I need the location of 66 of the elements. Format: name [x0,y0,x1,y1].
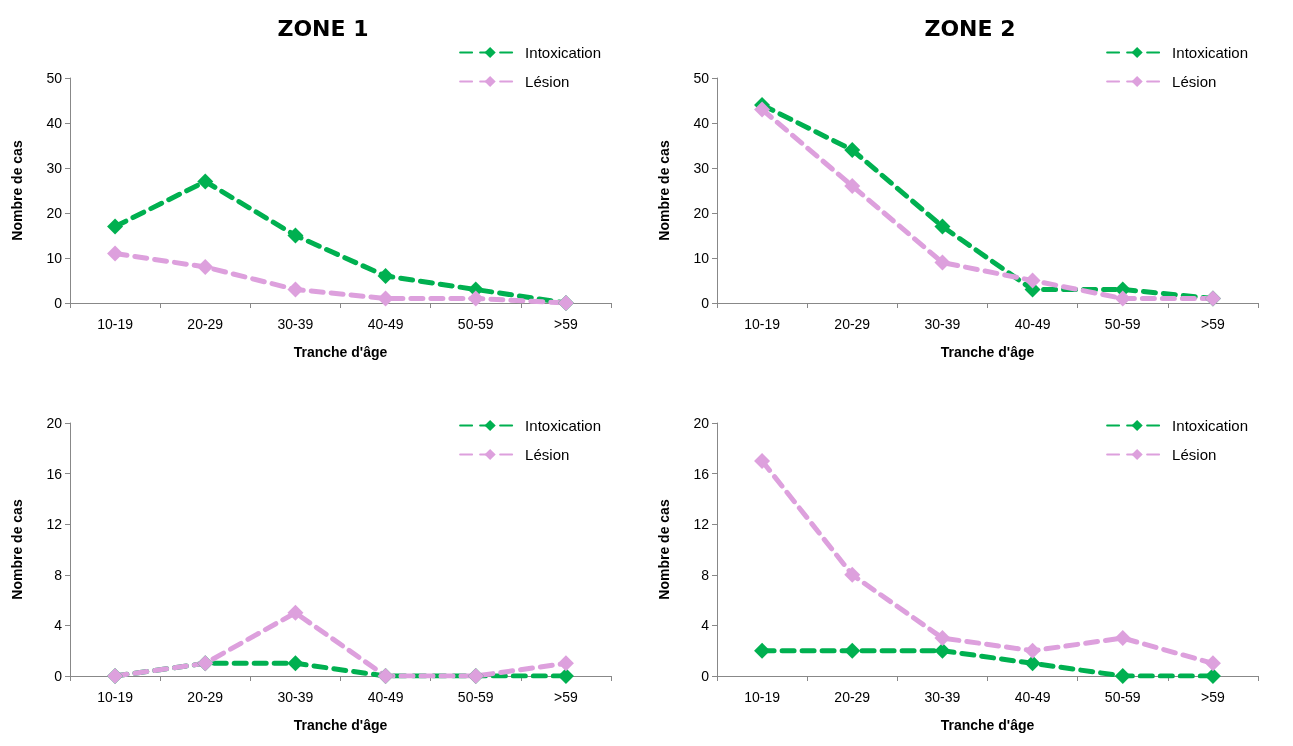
x-tick-label: 30-39 [924,316,961,332]
legend-label: Intoxication [525,44,602,61]
x-tick-label: 20-29 [834,689,871,705]
x-tick-label: 10-19 [97,689,134,705]
y-tick-label: 30 [693,160,710,176]
legend-label: Intoxication [1172,44,1249,61]
y-axis-title: Nombre de cas [9,499,25,600]
x-tick-label: 50-59 [1104,316,1141,332]
x-tick-label: 10-19 [97,316,134,332]
y-tick-label: 20 [46,205,63,221]
y-tick-label: 8 [701,566,710,583]
x-tick-label: 40-49 [1014,316,1051,332]
x-tick-label: 30-39 [277,316,314,332]
y-tick-label: 8 [54,566,63,583]
y-tick-label: 12 [46,516,63,533]
y-tick-label: 16 [46,465,63,482]
legend-label: Intoxication [1172,417,1249,434]
x-tick-label: 20-29 [187,689,224,705]
y-tick-label: 0 [701,668,710,684]
y-axis-title: Nombre de cas [9,140,25,241]
y-tick-label: 0 [54,295,63,311]
y-tick-label: 10 [693,250,710,266]
y-tick-label: 4 [54,617,63,634]
legend-label: Lésion [525,446,570,463]
y-tick-label: 4 [701,617,710,634]
x-tick-label: 20-29 [834,316,871,332]
legend-label: Intoxication [525,417,602,434]
x-tick-label: >59 [554,316,578,332]
y-tick-label: 40 [693,115,710,131]
chart-title: ZONE 2 [924,15,1016,41]
y-tick-label: 20 [693,415,710,431]
x-tick-label: 40-49 [367,316,404,332]
y-tick-label: 0 [54,668,63,684]
x-tick-label: 50-59 [1104,689,1141,705]
x-tick-label: 10-19 [744,316,781,332]
x-axis-title: Tranche d'âge [293,717,388,733]
x-tick-label: >59 [1201,689,1225,705]
chart-title: ZONE 1 [277,15,369,41]
x-axis-title: Tranche d'âge [940,344,1035,360]
x-axis-title: Tranche d'âge [940,717,1035,733]
y-tick-label: 40 [46,115,63,131]
y-tick-label: 0 [701,295,710,311]
x-tick-label: >59 [1201,316,1225,332]
x-tick-label: 50-59 [457,689,494,705]
legend-label: Lésion [1172,446,1217,463]
y-tick-label: 50 [46,70,63,86]
x-tick-label: 50-59 [457,316,494,332]
y-tick-label: 30 [46,160,63,176]
y-tick-label: 12 [693,516,710,533]
x-axis-title: Tranche d'âge [293,344,388,360]
y-axis-title: Nombre de cas [656,499,672,600]
x-tick-label: 40-49 [367,689,404,705]
legend-label: Lésion [525,73,570,90]
y-tick-label: 16 [693,465,710,482]
x-tick-label: 30-39 [924,689,961,705]
y-tick-label: 20 [693,205,710,221]
y-axis-title: Nombre de cas [656,140,672,241]
x-tick-label: >59 [554,689,578,705]
y-tick-label: 50 [693,70,710,86]
y-tick-label: 10 [46,250,63,266]
legend-label: Lésion [1172,73,1217,90]
x-tick-label: 10-19 [744,689,781,705]
x-tick-label: 40-49 [1014,689,1051,705]
x-tick-label: 20-29 [187,316,224,332]
x-tick-label: 30-39 [277,689,314,705]
y-tick-label: 20 [46,415,63,431]
